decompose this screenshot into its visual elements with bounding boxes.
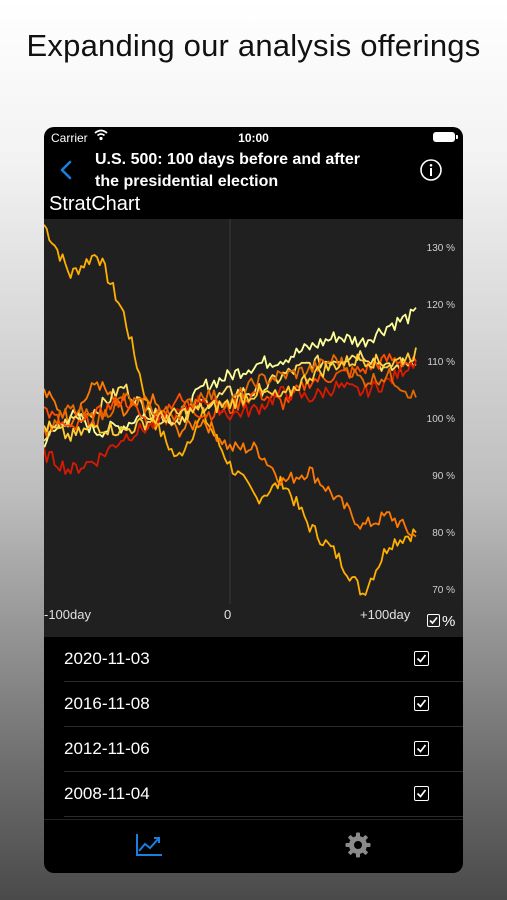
phone-screen: Carrier 10:00 U.S. 500: 100 days before … <box>44 127 463 873</box>
y-tick-label: 120 % <box>426 300 455 311</box>
chevron-left-icon[interactable] <box>56 159 78 181</box>
list-item[interactable]: 2008-11-04 <box>64 772 463 817</box>
checkbox-icon[interactable] <box>414 651 429 666</box>
list-item[interactable]: 2020-11-03 <box>64 637 463 682</box>
status-bar: Carrier 10:00 <box>44 127 463 149</box>
page-title: U.S. 500: 100 days before and after the … <box>95 149 405 193</box>
series-line <box>44 350 417 442</box>
line-chart-icon[interactable] <box>135 833 163 857</box>
y-tick-label: 110 % <box>427 357 455 368</box>
series-line <box>44 307 417 449</box>
y-tick-label: 80 % <box>432 528 455 539</box>
percent-toggle-label: % <box>442 613 456 630</box>
navigation-bar: U.S. 500: 100 days before and after the … <box>44 149 463 193</box>
checkbox-icon[interactable] <box>414 786 429 801</box>
checkbox-icon[interactable] <box>414 696 429 711</box>
clock: 10:00 <box>238 131 269 145</box>
election-list: 2020-11-03 2016-11-08 2012-11-06 2008-11… <box>44 637 463 817</box>
checkbox-icon <box>427 614 440 627</box>
series-line <box>44 360 417 475</box>
y-tick-label: 100 % <box>426 414 455 425</box>
y-tick-label: 70 % <box>432 585 455 596</box>
series-line <box>44 347 417 442</box>
battery-icon <box>433 132 458 142</box>
election-date: 2008-11-04 <box>64 784 150 803</box>
series-line <box>44 381 417 538</box>
info-circle-icon[interactable] <box>419 158 443 182</box>
chart-area[interactable]: 130 % 120 % 110 % 100 % 90 % 80 % 70 % -… <box>44 219 463 637</box>
x-tick-label: +100day <box>360 607 411 622</box>
app-name: StratChart <box>49 193 141 215</box>
gear-icon[interactable] <box>345 832 371 858</box>
checkbox-icon[interactable] <box>414 741 429 756</box>
carrier-label: Carrier <box>51 131 88 145</box>
tab-bar <box>44 819 463 873</box>
election-date: 2020-11-03 <box>64 649 150 668</box>
y-tick-label: 130 % <box>426 243 455 254</box>
list-item[interactable]: 2012-11-06 <box>64 727 463 772</box>
election-date: 2012-11-06 <box>64 739 150 758</box>
percent-toggle[interactable]: % <box>427 613 455 630</box>
x-tick-label: -100day <box>44 607 91 622</box>
y-tick-label: 90 % <box>432 471 455 482</box>
x-tick-label: 0 <box>224 607 232 622</box>
series-line <box>44 224 417 596</box>
wifi-icon <box>94 129 108 141</box>
line-chart <box>44 219 417 604</box>
page-title-line1: U.S. 500: 100 days before and after <box>95 151 360 168</box>
promo-title: Expanding our analysis offerings <box>26 28 481 63</box>
election-date: 2016-11-08 <box>64 694 150 713</box>
page-title-line2: the presidential election <box>95 173 279 190</box>
list-item[interactable]: 2016-11-08 <box>64 682 463 727</box>
